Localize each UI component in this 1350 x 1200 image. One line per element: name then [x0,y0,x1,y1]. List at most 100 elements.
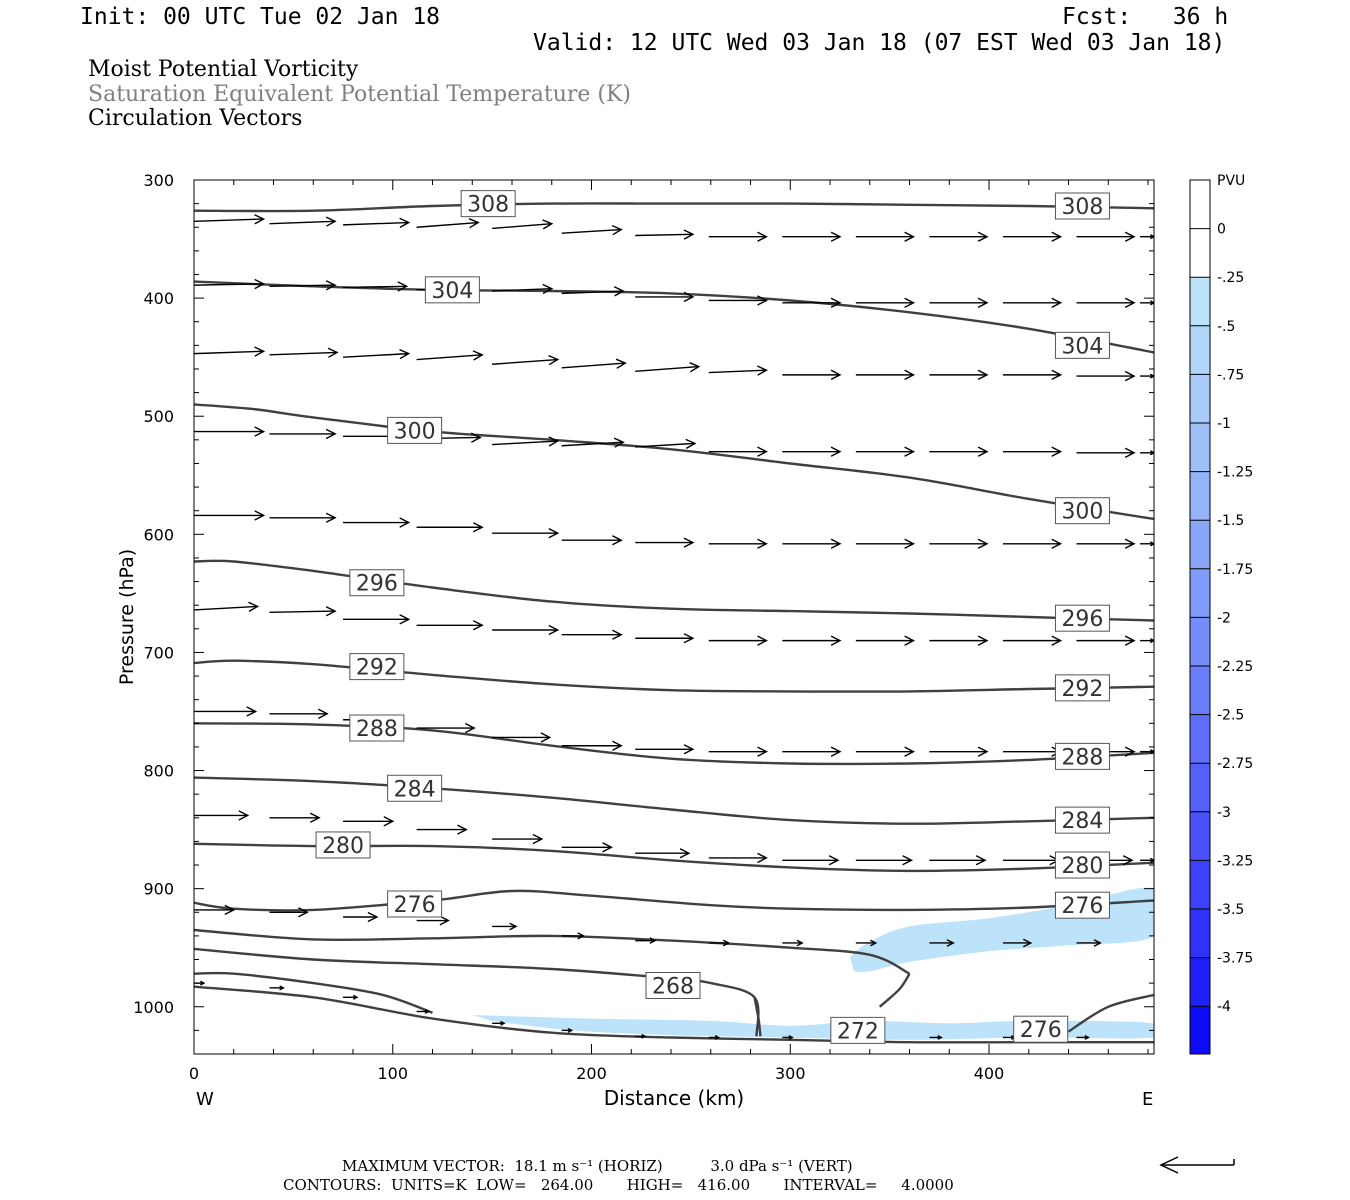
theta-es-contour [194,985,1154,1044]
circulation-vector [782,538,842,549]
circulation-vector [635,229,695,240]
circulation-vector [416,824,468,835]
x-tick-label: 300 [775,1064,806,1083]
circulation-vector [561,358,627,369]
y-tick-label: 600 [143,525,174,544]
circulation-vector [492,436,560,447]
y-tick-label: 500 [143,407,174,426]
svg-text:280: 280 [1061,854,1103,879]
x-tick-label: 100 [377,1064,408,1083]
circulation-vector [635,291,695,303]
svg-text:288: 288 [356,717,398,742]
svg-text:276: 276 [1061,894,1103,919]
circulation-vector [269,347,339,358]
circulation-vector [855,746,916,757]
colorbar-swatch [1190,714,1210,764]
circulation-vector [1002,855,1061,866]
x-tick-label: 200 [576,1064,607,1083]
circulation-vector [708,746,768,757]
circulation-vector [855,635,916,646]
circulation-vector [782,1034,794,1040]
theta-es-contour [194,889,1154,912]
circulation-vector [855,538,916,549]
svg-text:304: 304 [431,279,473,304]
contour-label: 288 [1054,742,1110,770]
x-axis-label: Distance (km) [604,1086,744,1110]
circulation-vector [194,510,266,521]
circulation-vector [194,214,266,225]
circulation-vector [1076,447,1136,459]
colorbar-label: 0 [1217,222,1226,238]
circulation-vector [708,1034,721,1040]
circulation-vector [343,994,359,1000]
circulation-vector [708,852,768,864]
colorbar-swatch [1190,228,1210,278]
circulation-vector [1076,538,1136,549]
contour-info: CONTOURS: UNITS=K LOW= 264.00 HIGH= 416.… [283,1176,954,1194]
circulation-vector [416,722,476,734]
circulation-vector [708,231,768,242]
circulation-vector [194,278,266,290]
circulation-vector [1140,373,1154,379]
circulation-vector [1076,939,1102,947]
circulation-vector [635,537,695,548]
circulation-vector [929,538,989,549]
circulation-vector [561,740,623,751]
circulation-vector [1002,369,1063,381]
circulation-vector [855,939,878,947]
contour-label: 296 [349,569,405,597]
circulation-vector [708,939,731,947]
contour-label: 276 [1054,891,1110,919]
circulation-vector [194,346,266,357]
circulation-vector [561,1027,574,1033]
colorbar-swatch [1190,325,1210,375]
circulation-vector [708,635,768,646]
circulation-vector [492,283,554,295]
colorbar-swatch [1190,860,1210,909]
colorbar-swatch [1190,180,1210,229]
circulation-vector [782,297,842,309]
colorbar-swatch [1190,277,1210,326]
circulation-vector [561,437,625,448]
svg-text:300: 300 [394,419,436,444]
pv-shaded-region [472,1015,1154,1040]
circulation-vector [343,517,411,528]
theta-es-contour [194,403,1154,521]
circulation-vector [561,842,613,853]
circulation-vector [929,446,989,457]
theta-es-contour [194,659,1154,693]
circulation-vector [782,446,842,457]
theta-es-contour [194,776,1154,825]
circulation-vector [416,1009,431,1014]
circulation-vector [1076,1034,1090,1040]
circulation-vector [635,362,701,373]
x-end-right: E [1142,1089,1153,1110]
colorbar-label: -4 [1217,999,1231,1015]
svg-text:280: 280 [322,834,364,859]
colorbar-label: -.75 [1217,367,1244,383]
circulation-vector [929,369,989,381]
circulation-vector [561,932,586,940]
circulation-vector [492,1020,506,1026]
circulation-vector [492,732,552,743]
svg-text:300: 300 [1061,500,1103,525]
circulation-vector [343,348,411,360]
circulation-vector [782,231,842,242]
contour-label: 272 [830,1016,886,1044]
colorbar-swatch [1190,763,1210,812]
init-time: Init: 00 UTC Tue 02 Jan 18 [80,4,441,30]
circulation-vector [1140,300,1154,306]
circulation-vector [1002,635,1063,646]
circulation-vector [416,522,484,533]
svg-text:288: 288 [1061,745,1103,770]
forecast-hour: Fcst: 36 h [1062,4,1229,30]
colorbar-label: -2 [1217,610,1231,626]
theta-es-contour [878,973,911,1008]
colorbar-label: -1.75 [1217,562,1253,578]
x-tick-label: 0 [189,1064,199,1083]
theta-es-contour [194,202,1154,213]
colorbar-label: -.25 [1217,270,1244,286]
colorbar-swatch [1190,568,1210,618]
circulation-vector [929,939,955,947]
